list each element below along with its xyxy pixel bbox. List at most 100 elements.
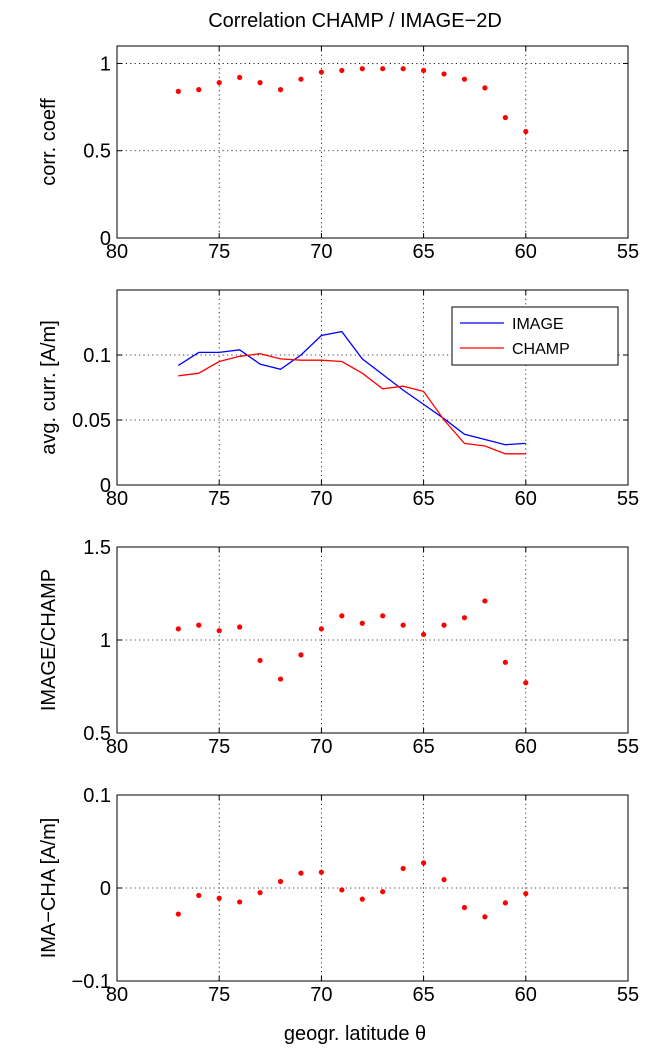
data-point [277,878,284,885]
x-tick-label: 75 [208,488,230,510]
x-tick-label: 60 [515,984,537,1006]
data-point [359,620,365,626]
data-point [237,624,243,630]
data-point [175,626,181,632]
data-point [277,676,284,682]
x-tick-label: 60 [515,736,537,758]
data-point [196,622,202,628]
data-point [359,66,365,72]
data-point [298,76,304,82]
x-tick-label: 80 [106,984,128,1006]
y-tick-label: 0 [100,878,111,900]
x-tick-label: 80 [106,736,128,758]
legend: IMAGE CHAMP [451,306,619,366]
x-tick-label: 60 [515,241,537,263]
data-point [298,652,304,658]
data-point [482,598,488,604]
data-point [421,860,427,866]
data-point [175,911,181,917]
data-point [257,890,263,896]
data-point [318,626,324,632]
x-tick-label: 65 [412,488,434,510]
x-tick-label: 55 [617,488,639,510]
x-tick-label: 70 [310,241,332,263]
y-tick-label: 1 [100,630,111,652]
data-point [196,87,202,93]
data-point [502,114,508,121]
y-tick-label: 0 [100,228,111,250]
data-point [196,892,202,899]
data-point [318,869,324,875]
data-point [277,87,284,93]
x-tick-label: 65 [412,736,434,758]
data-point [482,914,488,920]
panel-1: 80 75 70 65 60 55 0 0.5 1 corr. coeff [38,45,639,263]
data-point [339,67,345,74]
y-tick-label: 0.05 [72,410,111,432]
data-point [441,877,447,883]
data-point [523,128,529,135]
y-tick-label: 0.1 [83,785,111,807]
data-point [461,76,468,82]
y-tick-label: 0 [100,475,111,497]
data-point [441,71,447,77]
data-point [216,628,222,634]
data-point [257,80,263,86]
x-tick-label: 60 [515,488,537,510]
data-point [318,69,324,75]
x-tick-label: 75 [208,984,230,1006]
y-axis-label: IMAGE/CHAMP [38,569,60,711]
legend-label-champ: CHAMP [512,341,570,358]
data-point [461,615,468,621]
y-tick-label: 0.1 [83,345,111,367]
panel-3: 80 75 70 65 60 55 0.5 1 1.5 IMAGE/CHAMP [38,537,639,758]
axes-frame [116,289,629,486]
y-tick-label: 1 [100,53,111,75]
data-point [237,74,243,81]
x-tick-label: 70 [310,984,332,1006]
data-point [257,657,263,664]
y-tick-label: −0.1 [72,971,111,993]
data-point [359,896,365,902]
data-point [523,890,529,897]
data-point [400,865,406,872]
data-point [380,66,386,72]
y-axis-label: avg. curr. [A/m] [38,320,60,454]
x-tick-label: 75 [208,736,230,758]
y-tick-label: 0.5 [83,141,111,163]
data-point [441,622,447,628]
y-tick-label: 0.5 [83,723,111,745]
x-axis-label: geogr. latitude θ [284,1023,426,1045]
data-point [502,659,508,665]
data-point [237,899,243,905]
data-point [339,887,345,893]
data-point [380,613,386,619]
panel-4: 80 75 70 65 60 55 −0.1 0 0.1 IMA−CHA [A/m] [38,785,639,1006]
series-line-image [177,330,526,446]
legend-box [451,306,619,366]
figure-title: Correlation CHAMP / IMAGE−2D [208,10,502,32]
data-point [380,889,386,895]
x-tick-label: 55 [617,984,639,1006]
data-point [502,900,508,906]
x-tick-label: 80 [106,241,128,263]
x-tick-label: 75 [208,241,230,263]
series-line-champ [178,353,526,455]
data-point [216,895,222,901]
data-point [298,870,304,876]
data-point [461,904,468,911]
x-tick-label: 55 [617,736,639,758]
x-tick-label: 65 [412,984,434,1006]
panel-2: 80 75 70 65 60 55 0 0.05 0.1 avg. curr. [A/m] IMAG… [38,289,639,510]
x-tick-label: 65 [412,241,434,263]
data-point [421,631,427,638]
data-point [400,66,406,72]
y-axis-label: corr. coeff [38,98,60,186]
axes-frame [116,45,629,239]
y-tick-label: 1.5 [83,537,111,559]
data-point [216,80,222,86]
x-tick-label: 55 [617,241,639,263]
legend-label-image: IMAGE [512,316,564,333]
